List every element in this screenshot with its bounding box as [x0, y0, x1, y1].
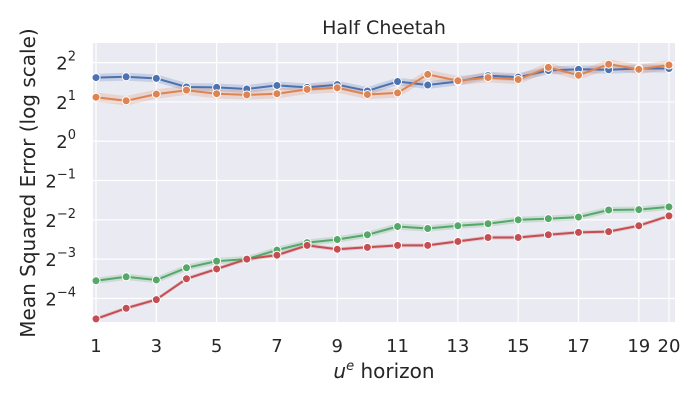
point-red: [634, 221, 644, 231]
point-orange: [212, 89, 222, 99]
point-red: [453, 236, 463, 246]
point-orange: [423, 69, 433, 79]
point-red: [362, 242, 372, 252]
line-red: [95, 214, 670, 320]
x-tick-label: 11: [386, 336, 409, 357]
point-red: [423, 240, 433, 250]
point-blue: [121, 72, 131, 82]
y-tick-label: 21: [56, 89, 76, 114]
point-red: [483, 233, 493, 243]
point-orange: [362, 89, 372, 99]
point-green: [453, 221, 463, 231]
point-green: [181, 263, 191, 273]
point-green: [91, 276, 101, 286]
chart-title: Half Cheetah: [322, 17, 446, 39]
point-green: [332, 234, 342, 244]
point-green: [362, 230, 372, 240]
y-tick-label: 2−4: [45, 285, 76, 310]
point-green: [423, 223, 433, 233]
point-orange: [151, 89, 161, 99]
point-blue: [423, 80, 433, 90]
x-tick-label: 15: [507, 336, 530, 357]
point-orange: [393, 88, 403, 98]
x-axis-label-superscript: e: [346, 359, 354, 374]
y-axis-label: Mean Squared Error (log scale): [16, 28, 40, 337]
y-tick-labels: 22 21 20 2−1 2−2 2−3 2−4: [45, 50, 76, 311]
y-tick-label: 2−1: [45, 168, 76, 193]
point-red: [664, 211, 674, 221]
x-tick-label: 5: [211, 336, 222, 357]
point-red: [121, 303, 131, 313]
x-tick-labels: 1 3 5 7 9 11 13 15 17 19 20: [90, 336, 680, 357]
point-red: [604, 227, 614, 237]
point-red: [513, 233, 523, 243]
y-tick-label: 2−3: [45, 246, 76, 271]
point-orange: [242, 90, 252, 100]
series-markers: [91, 59, 674, 324]
x-tick-label: 19: [627, 336, 650, 357]
x-tick-label: 7: [271, 336, 282, 357]
point-red: [332, 244, 342, 254]
point-red: [302, 240, 312, 250]
point-red: [574, 227, 584, 237]
x-tick-label: 9: [332, 336, 343, 357]
point-orange: [574, 70, 584, 80]
point-orange: [332, 83, 342, 93]
point-green: [483, 219, 493, 229]
point-orange: [453, 76, 463, 86]
point-green: [151, 275, 161, 285]
x-tick-label: 17: [567, 336, 590, 357]
point-orange: [543, 62, 553, 72]
x-axis-label: ue horizon: [333, 359, 434, 383]
point-red: [151, 295, 161, 305]
point-green: [121, 272, 131, 282]
point-green: [393, 222, 403, 232]
point-green: [664, 202, 674, 212]
point-green: [513, 215, 523, 225]
line-blue: [95, 67, 669, 92]
band-blue: [96, 64, 669, 95]
point-green: [574, 212, 584, 222]
x-tick-label: 20: [658, 336, 681, 357]
point-orange: [121, 96, 131, 106]
series-lines: [95, 63, 670, 320]
y-tick-label: 22: [56, 50, 76, 75]
line-green: [95, 205, 670, 282]
x-tick-label: 13: [446, 336, 469, 357]
point-red: [212, 264, 222, 274]
point-orange: [664, 60, 674, 70]
point-red: [272, 250, 282, 260]
point-orange: [483, 73, 493, 83]
point-green: [212, 256, 222, 266]
point-blue: [272, 80, 282, 90]
point-red: [242, 254, 252, 264]
point-red: [91, 314, 101, 324]
point-orange: [513, 75, 523, 85]
point-orange: [181, 85, 191, 95]
point-orange: [634, 64, 644, 74]
point-orange: [604, 59, 614, 69]
point-green: [634, 205, 644, 215]
point-blue: [393, 77, 403, 87]
x-tick-label: 3: [151, 336, 162, 357]
y-tick-label: 2−2: [45, 207, 76, 232]
x-tick-label: 1: [90, 336, 101, 357]
point-green: [543, 214, 553, 224]
x-axis-label-var: u: [333, 359, 346, 383]
point-red: [181, 274, 191, 284]
point-orange: [302, 84, 312, 94]
y-tick-label: 20: [56, 128, 76, 153]
point-red: [393, 240, 403, 250]
line-orange: [95, 63, 670, 102]
point-orange: [272, 89, 282, 99]
point-green: [604, 205, 614, 215]
point-blue: [151, 73, 161, 83]
point-orange: [91, 92, 101, 102]
point-red: [543, 230, 553, 240]
point-blue: [91, 73, 101, 83]
x-axis-label-text: horizon: [354, 359, 434, 383]
